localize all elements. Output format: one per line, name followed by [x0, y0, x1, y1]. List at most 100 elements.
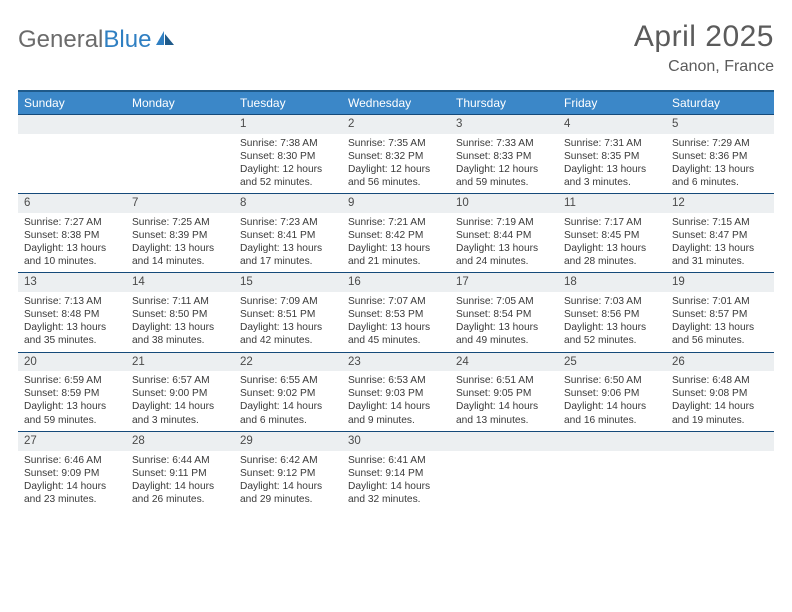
day-number-cell: 15 [234, 273, 342, 292]
daynum-row: 12345 [18, 115, 774, 134]
day-details: Sunrise: 6:57 AMSunset: 9:00 PMDaylight:… [132, 374, 228, 426]
day-number-cell [450, 431, 558, 450]
daylight-line: Daylight: 14 hours and 29 minutes. [240, 480, 336, 506]
weekday-header: Thursday [450, 91, 558, 115]
day-body-cell: Sunrise: 6:44 AMSunset: 9:11 PMDaylight:… [126, 451, 234, 511]
day-body-cell: Sunrise: 6:42 AMSunset: 9:12 PMDaylight:… [234, 451, 342, 511]
daylight-line: Daylight: 13 hours and 38 minutes. [132, 321, 228, 347]
day-number-cell: 30 [342, 431, 450, 450]
sunset-line: Sunset: 8:30 PM [240, 150, 336, 163]
day-number-cell: 22 [234, 352, 342, 371]
day-details: Sunrise: 7:21 AMSunset: 8:42 PMDaylight:… [348, 216, 444, 268]
sunrise-line: Sunrise: 7:35 AM [348, 137, 444, 150]
day-details: Sunrise: 6:48 AMSunset: 9:08 PMDaylight:… [672, 374, 768, 426]
daylight-line: Daylight: 14 hours and 32 minutes. [348, 480, 444, 506]
day-number-cell [666, 431, 774, 450]
weekday-header: Wednesday [342, 91, 450, 115]
day-number-cell: 12 [666, 194, 774, 213]
day-details: Sunrise: 7:11 AMSunset: 8:50 PMDaylight:… [132, 295, 228, 347]
day-details: Sunrise: 6:41 AMSunset: 9:14 PMDaylight:… [348, 454, 444, 506]
daylight-line: Daylight: 12 hours and 52 minutes. [240, 163, 336, 189]
day-details: Sunrise: 7:07 AMSunset: 8:53 PMDaylight:… [348, 295, 444, 347]
day-body-cell: Sunrise: 7:03 AMSunset: 8:56 PMDaylight:… [558, 292, 666, 352]
day-body-row: Sunrise: 7:27 AMSunset: 8:38 PMDaylight:… [18, 213, 774, 273]
weekday-header: Tuesday [234, 91, 342, 115]
sunrise-line: Sunrise: 6:41 AM [348, 454, 444, 467]
day-details: Sunrise: 7:25 AMSunset: 8:39 PMDaylight:… [132, 216, 228, 268]
day-number-cell: 16 [342, 273, 450, 292]
calendar-table: Sunday Monday Tuesday Wednesday Thursday… [18, 90, 774, 511]
sunrise-line: Sunrise: 7:01 AM [672, 295, 768, 308]
day-number-cell: 3 [450, 115, 558, 134]
day-number-cell: 10 [450, 194, 558, 213]
day-body-cell: Sunrise: 7:01 AMSunset: 8:57 PMDaylight:… [666, 292, 774, 352]
day-number-cell: 29 [234, 431, 342, 450]
sunrise-line: Sunrise: 7:21 AM [348, 216, 444, 229]
daylight-line: Daylight: 13 hours and 31 minutes. [672, 242, 768, 268]
daylight-line: Daylight: 13 hours and 10 minutes. [24, 242, 120, 268]
day-body-cell: Sunrise: 7:05 AMSunset: 8:54 PMDaylight:… [450, 292, 558, 352]
sunset-line: Sunset: 8:39 PM [132, 229, 228, 242]
sunset-line: Sunset: 8:41 PM [240, 229, 336, 242]
day-number-cell: 4 [558, 115, 666, 134]
sunrise-line: Sunrise: 6:50 AM [564, 374, 660, 387]
day-body-cell: Sunrise: 7:27 AMSunset: 8:38 PMDaylight:… [18, 213, 126, 273]
sunset-line: Sunset: 8:36 PM [672, 150, 768, 163]
brand-part1: General [18, 26, 103, 54]
day-number-cell: 8 [234, 194, 342, 213]
day-number-cell: 25 [558, 352, 666, 371]
day-body-cell: Sunrise: 7:29 AMSunset: 8:36 PMDaylight:… [666, 134, 774, 194]
sunset-line: Sunset: 8:50 PM [132, 308, 228, 321]
daynum-row: 20212223242526 [18, 352, 774, 371]
sunrise-line: Sunrise: 6:57 AM [132, 374, 228, 387]
sail-icon [154, 26, 176, 54]
daylight-line: Daylight: 14 hours and 13 minutes. [456, 400, 552, 426]
weekday-header: Sunday [18, 91, 126, 115]
sunrise-line: Sunrise: 6:59 AM [24, 374, 120, 387]
sunset-line: Sunset: 9:11 PM [132, 467, 228, 480]
day-details: Sunrise: 7:01 AMSunset: 8:57 PMDaylight:… [672, 295, 768, 347]
daylight-line: Daylight: 13 hours and 21 minutes. [348, 242, 444, 268]
sunrise-line: Sunrise: 7:33 AM [456, 137, 552, 150]
day-body-cell: Sunrise: 6:59 AMSunset: 8:59 PMDaylight:… [18, 371, 126, 431]
location-label: Canon, France [634, 58, 774, 76]
day-body-cell: Sunrise: 6:55 AMSunset: 9:02 PMDaylight:… [234, 371, 342, 431]
sunset-line: Sunset: 9:14 PM [348, 467, 444, 480]
day-details: Sunrise: 7:33 AMSunset: 8:33 PMDaylight:… [456, 137, 552, 189]
day-body-cell: Sunrise: 7:33 AMSunset: 8:33 PMDaylight:… [450, 134, 558, 194]
sunrise-line: Sunrise: 7:38 AM [240, 137, 336, 150]
day-details: Sunrise: 6:44 AMSunset: 9:11 PMDaylight:… [132, 454, 228, 506]
day-number-cell: 7 [126, 194, 234, 213]
day-number-cell: 13 [18, 273, 126, 292]
sunset-line: Sunset: 9:03 PM [348, 387, 444, 400]
day-body-cell [126, 134, 234, 194]
sunset-line: Sunset: 8:48 PM [24, 308, 120, 321]
day-number-cell [126, 115, 234, 134]
day-details: Sunrise: 6:50 AMSunset: 9:06 PMDaylight:… [564, 374, 660, 426]
sunrise-line: Sunrise: 6:42 AM [240, 454, 336, 467]
sunrise-line: Sunrise: 7:13 AM [24, 295, 120, 308]
daylight-line: Daylight: 14 hours and 23 minutes. [24, 480, 120, 506]
day-details: Sunrise: 7:19 AMSunset: 8:44 PMDaylight:… [456, 216, 552, 268]
day-body-cell: Sunrise: 6:41 AMSunset: 9:14 PMDaylight:… [342, 451, 450, 511]
day-number-cell: 5 [666, 115, 774, 134]
day-body-cell: Sunrise: 7:38 AMSunset: 8:30 PMDaylight:… [234, 134, 342, 194]
day-details: Sunrise: 7:05 AMSunset: 8:54 PMDaylight:… [456, 295, 552, 347]
sunset-line: Sunset: 8:42 PM [348, 229, 444, 242]
sunrise-line: Sunrise: 6:53 AM [348, 374, 444, 387]
day-details: Sunrise: 7:09 AMSunset: 8:51 PMDaylight:… [240, 295, 336, 347]
day-details: Sunrise: 7:23 AMSunset: 8:41 PMDaylight:… [240, 216, 336, 268]
daynum-row: 27282930 [18, 431, 774, 450]
day-details: Sunrise: 6:59 AMSunset: 8:59 PMDaylight:… [24, 374, 120, 426]
calendar-page: GeneralBlue April 2025 Canon, France Sun… [0, 0, 792, 511]
day-details: Sunrise: 6:42 AMSunset: 9:12 PMDaylight:… [240, 454, 336, 506]
daylight-line: Daylight: 13 hours and 35 minutes. [24, 321, 120, 347]
daylight-line: Daylight: 12 hours and 56 minutes. [348, 163, 444, 189]
sunrise-line: Sunrise: 6:55 AM [240, 374, 336, 387]
day-details: Sunrise: 7:03 AMSunset: 8:56 PMDaylight:… [564, 295, 660, 347]
month-title: April 2025 [634, 20, 774, 54]
day-details: Sunrise: 7:15 AMSunset: 8:47 PMDaylight:… [672, 216, 768, 268]
day-body-cell: Sunrise: 6:57 AMSunset: 9:00 PMDaylight:… [126, 371, 234, 431]
sunrise-line: Sunrise: 7:19 AM [456, 216, 552, 229]
sunset-line: Sunset: 8:44 PM [456, 229, 552, 242]
